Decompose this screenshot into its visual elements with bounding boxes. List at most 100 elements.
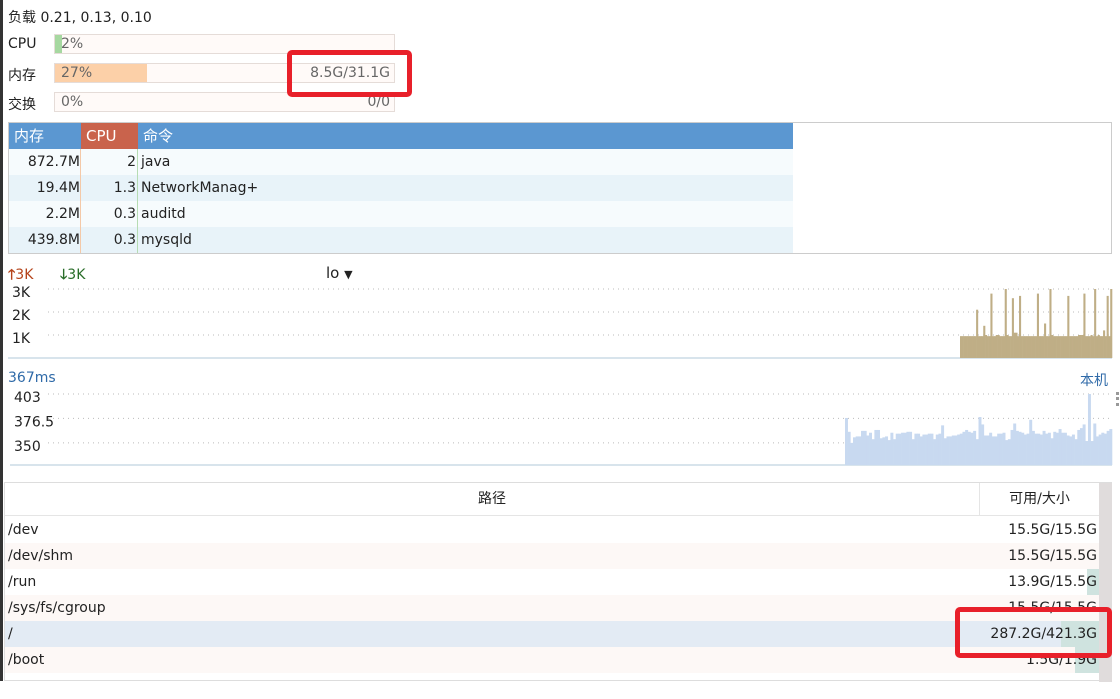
bar	[1044, 323, 1047, 358]
bar	[845, 417, 848, 465]
bar	[985, 335, 988, 358]
disk-path: /dev/shm	[8, 548, 74, 564]
disk-size: 15.5G/15.5G	[979, 543, 1099, 569]
cpu-usage-fill	[55, 35, 62, 53]
disk-path: /run	[8, 574, 37, 590]
bar	[957, 434, 961, 465]
bar	[1069, 336, 1072, 358]
bar	[963, 336, 966, 358]
disk-row[interactable]: /dev/shm 15.5G/15.5G	[5, 543, 1099, 569]
bar	[1110, 289, 1113, 358]
bar	[1052, 336, 1056, 358]
swap-usage-bar: 0% 0/0	[54, 92, 395, 112]
bar	[994, 436, 998, 465]
column-header-size[interactable]: 可用/大小	[980, 483, 1099, 516]
bar	[991, 436, 995, 465]
bar	[1039, 434, 1043, 465]
disk-row-partial[interactable]	[5, 673, 1099, 699]
bar	[935, 434, 939, 465]
bar	[981, 424, 985, 465]
bar	[1074, 336, 1077, 358]
bar	[1018, 431, 1022, 465]
bar	[976, 309, 979, 358]
disk-row[interactable]: / 287.2G/421.3G	[5, 621, 1099, 647]
bar	[1047, 336, 1050, 358]
interface-select[interactable]: lo ▼	[326, 264, 353, 282]
cpu-usage-bar: 2%	[54, 34, 395, 54]
bar	[1093, 423, 1097, 465]
column-header-cpu[interactable]: CPU	[81, 123, 138, 149]
bar	[978, 417, 982, 465]
bar	[1106, 430, 1110, 465]
process-memory: 439.8M	[9, 227, 81, 253]
process-row[interactable]: 2.2M 0.3 auditd	[9, 201, 793, 227]
disk-size-text: 13.9G/15.5G	[1008, 574, 1097, 590]
process-row[interactable]: 19.4M 1.3 NetworkManag+	[9, 175, 793, 201]
bar	[941, 425, 945, 465]
bar	[972, 336, 975, 358]
disk-row[interactable]: /run 13.9G/15.5G	[5, 569, 1099, 595]
bar	[1092, 336, 1095, 358]
bar	[995, 335, 998, 358]
bar	[1067, 295, 1070, 358]
bar	[930, 433, 934, 465]
disk-row[interactable]: /sys/fs/cgroup 15.5G/15.5G	[5, 595, 1099, 621]
bar	[1074, 439, 1078, 465]
disk-row[interactable]: /boot 1.5G/1.9G	[5, 647, 1099, 673]
bar	[1026, 433, 1030, 465]
load-value: 0.21, 0.13, 0.10	[40, 10, 152, 26]
highlight-box-memory	[287, 50, 412, 97]
bar	[1095, 336, 1098, 358]
disk-path: /sys/fs/cgroup	[8, 600, 106, 616]
bar	[901, 432, 905, 465]
memory-amount: 8.5G/31.1G	[310, 65, 390, 81]
bar	[986, 336, 989, 358]
bar	[906, 431, 910, 465]
y-tick-label: 3K	[12, 285, 31, 301]
disk-row[interactable]: /dev 15.5G/15.5G	[5, 517, 1099, 543]
arrow-up-icon: 🡑	[8, 267, 16, 283]
bar	[1008, 336, 1011, 358]
charts-area: 367ms 本机 3K 2K 1K 403 376.5 350	[0, 280, 1120, 470]
swap-label: 交换	[8, 97, 36, 113]
bar	[1038, 336, 1041, 358]
process-row[interactable]: 872.7M 2 java	[9, 149, 793, 175]
bar	[1058, 336, 1061, 358]
bar	[1109, 429, 1113, 465]
resize-handle[interactable]	[1116, 392, 1120, 406]
bar	[1101, 336, 1104, 358]
bar	[1010, 429, 1014, 465]
process-row[interactable]: 439.8M 0.3 mysqld	[9, 227, 793, 253]
bar	[967, 431, 971, 465]
bar	[1077, 429, 1081, 465]
bar	[1072, 336, 1075, 358]
bar	[1049, 289, 1052, 358]
bar	[847, 431, 851, 465]
column-header-command[interactable]: 命令	[138, 123, 793, 149]
bar	[1004, 289, 1007, 358]
bar	[960, 336, 963, 358]
bar	[922, 434, 926, 465]
bar	[1061, 336, 1065, 358]
column-header-path[interactable]: 路径	[5, 483, 980, 516]
bar	[981, 336, 984, 358]
bar	[1101, 432, 1105, 465]
bar	[871, 439, 875, 465]
bar	[1083, 293, 1086, 358]
bar	[858, 436, 862, 465]
process-command: java	[141, 154, 171, 170]
bar	[1061, 432, 1065, 465]
window-border	[0, 0, 3, 681]
bar	[1069, 436, 1073, 465]
bar	[1051, 335, 1054, 358]
bar	[992, 336, 995, 358]
bar	[1029, 419, 1033, 465]
bar	[925, 434, 929, 465]
column-header-memory[interactable]: 内存	[9, 123, 81, 149]
bar	[1029, 336, 1032, 358]
bar	[965, 429, 969, 465]
latency-label: 367ms	[8, 370, 56, 386]
process-memory: 2.2M	[9, 201, 81, 227]
process-memory: 872.7M	[9, 149, 81, 175]
arrow-down-icon: 🡓	[60, 267, 68, 283]
